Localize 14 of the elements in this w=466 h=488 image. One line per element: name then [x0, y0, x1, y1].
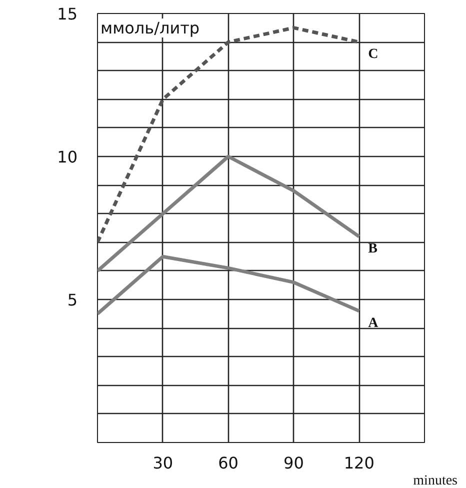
series-label: A — [368, 316, 380, 331]
x-tick-label: 30 — [152, 454, 174, 472]
x-axis-title: minutes — [413, 474, 458, 488]
y-tick-label: 5 — [67, 290, 78, 310]
x-tick-label: 90 — [284, 454, 304, 472]
line-series — [98, 154, 361, 273]
series-label: C — [368, 47, 378, 62]
line-series — [98, 254, 361, 316]
x-tick-label: 60 — [218, 454, 238, 472]
series-label: B — [368, 242, 378, 257]
y-tick-label: 10 — [57, 148, 78, 166]
y-tick-label: 15 — [57, 4, 78, 24]
x-tick-label: 120 — [344, 454, 374, 472]
y-axis-title: ммоль/литр — [100, 18, 200, 38]
